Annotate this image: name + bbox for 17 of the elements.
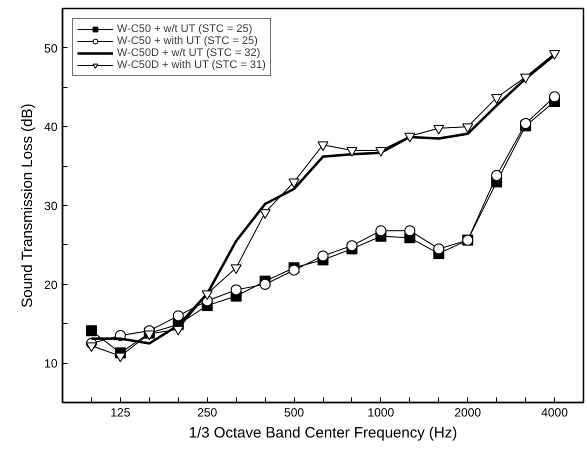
legend-label: W-C50D + with UT (STC = 31) (117, 59, 266, 71)
y-tick-label: 20 (44, 278, 58, 292)
x-tick-label: 500 (284, 406, 304, 420)
x-tick-label: 2000 (454, 406, 482, 420)
legend-label: W-C50D + w/t UT (STC = 32) (117, 47, 260, 59)
x-tick-label: 125 (110, 406, 131, 420)
y-tick-label: 10 (44, 356, 58, 371)
y-tick-label: 30 (44, 199, 58, 213)
x-axis-title: 1/3 Octave Band Center Frequency (Hz) (188, 424, 458, 442)
x-tick-label: 250 (197, 406, 218, 420)
x-tick-label: 1000 (368, 406, 395, 420)
x-tick-label: 4000 (541, 406, 568, 420)
y-tick-label: 50 (44, 41, 58, 56)
y-tick-label: 40 (44, 120, 58, 134)
legend-label: W-C50 + w/t UT (STC = 25) (117, 23, 252, 35)
y-axis-title: Sound Transmission Loss (dB) (19, 104, 36, 308)
legend-label: W-C50 + with UT (STC = 25) (117, 35, 258, 47)
